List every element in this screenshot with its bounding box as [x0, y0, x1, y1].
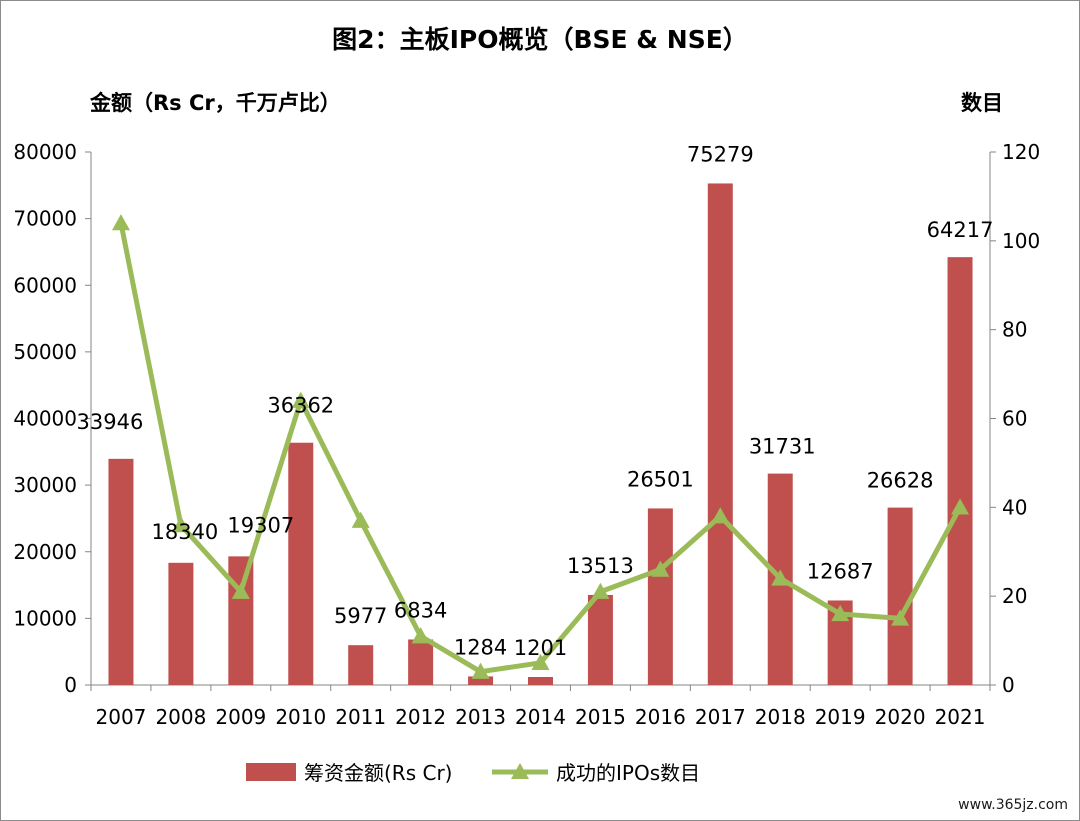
bar-data-label: 1284 [454, 635, 507, 659]
bar [168, 562, 194, 685]
bar-data-label: 33946 [77, 410, 144, 434]
bar [647, 508, 673, 685]
bar-data-label: 5977 [334, 604, 387, 628]
bar [887, 507, 913, 685]
x-tick-label: 2009 [215, 705, 266, 729]
bar [528, 676, 553, 685]
bar [947, 257, 973, 685]
ipo-count-point [411, 627, 430, 644]
ipo-count-point [891, 609, 910, 626]
bar [288, 442, 314, 685]
x-tick-label: 2015 [575, 705, 626, 729]
bar-data-label: 75279 [687, 142, 754, 166]
right-tick-label: 80 [1002, 318, 1027, 342]
right-tick-label: 0 [1002, 673, 1015, 697]
ipo-count-point [771, 569, 790, 586]
x-tick-label: 2021 [935, 705, 986, 729]
x-tick-label: 2017 [695, 705, 746, 729]
right-tick-label: 60 [1002, 407, 1027, 431]
left-tick-label: 30000 [13, 473, 77, 497]
bar [587, 594, 613, 685]
x-tick-label: 2010 [275, 705, 326, 729]
ipo-count-point [591, 582, 610, 599]
x-tick-label: 2007 [96, 705, 147, 729]
left-tick-label: 20000 [13, 540, 77, 564]
right-tick-label: 40 [1002, 495, 1027, 519]
bar-data-label: 12687 [807, 559, 874, 583]
ipo-count-point [831, 604, 850, 622]
left-tick-label: 10000 [13, 606, 77, 630]
left-tick-label: 60000 [13, 273, 77, 297]
bar-data-label: 26501 [627, 467, 694, 491]
ipo-count-point [951, 498, 970, 515]
right-tick-label: 20 [1002, 584, 1027, 608]
x-tick-label: 2014 [515, 705, 566, 729]
ipo-count-point [471, 662, 490, 679]
x-tick-label: 2008 [155, 705, 206, 729]
left-axis-title: 金额（Rs Cr，千万卢比） [89, 91, 341, 115]
legend-line-label: 成功的IPOs数目 [556, 761, 700, 785]
legend-line-marker [511, 763, 529, 779]
legend-bar-swatch [246, 763, 296, 781]
bar [348, 645, 374, 685]
right-tick-label: 100 [1002, 229, 1040, 253]
bar [228, 556, 254, 685]
bar-data-label: 19307 [227, 513, 294, 537]
left-tick-label: 80000 [13, 140, 77, 164]
bar-data-label: 26628 [867, 469, 934, 493]
left-tick-label: 40000 [13, 407, 77, 431]
ipo-count-point [351, 511, 370, 528]
x-tick-label: 2018 [755, 705, 806, 729]
chart-title: 图2：主板IPO概览（BSE & NSE） [332, 25, 748, 54]
bar [707, 183, 733, 685]
bar-data-label: 18340 [151, 520, 218, 544]
x-tick-label: 2012 [395, 705, 446, 729]
x-tick-label: 2020 [875, 705, 926, 729]
left-tick-label: 70000 [13, 207, 77, 231]
ipo-count-point [531, 653, 550, 670]
x-tick-label: 2011 [335, 705, 386, 729]
x-tick-label: 2016 [635, 705, 686, 729]
bar-data-label: 1201 [514, 636, 567, 660]
ipo-count-point [711, 507, 730, 524]
ipo-count-point [291, 391, 310, 408]
bar-data-label: 64217 [927, 218, 994, 242]
bar-data-label: 13513 [567, 554, 634, 578]
right-tick-label: 120 [1002, 140, 1040, 164]
ipo-count-point [171, 516, 190, 533]
bar-data-label: 36362 [267, 394, 334, 418]
ipo-count-point [651, 560, 670, 577]
legend-bar-label: 筹资金额(Rs Cr) [304, 761, 452, 785]
bar-data-label: 6834 [394, 598, 447, 622]
ipo-count-point [231, 582, 250, 599]
watermark: www.365jz.com [958, 797, 1068, 813]
bar [108, 458, 134, 685]
left-tick-label: 50000 [13, 340, 77, 364]
ipo-count-point [111, 214, 130, 231]
bar-data-label: 31731 [749, 435, 816, 459]
bar [468, 676, 494, 685]
x-tick-label: 2019 [815, 705, 866, 729]
left-tick-label: 0 [64, 673, 77, 697]
bar [408, 639, 434, 685]
x-tick-label: 2013 [455, 705, 506, 729]
right-axis-title: 数目 [961, 91, 1003, 115]
